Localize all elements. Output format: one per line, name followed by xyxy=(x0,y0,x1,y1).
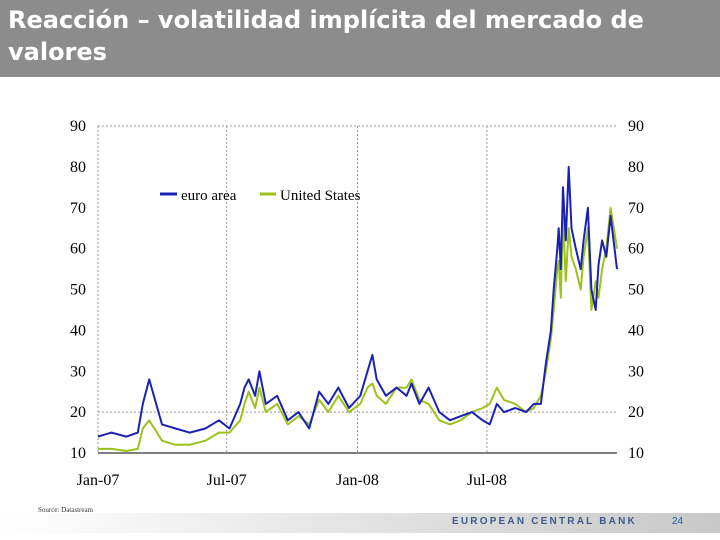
y-tick-label-right: 30 xyxy=(628,363,644,380)
y-tick-label-left: 40 xyxy=(70,322,86,339)
y-tick-label-left: 20 xyxy=(70,404,86,421)
ecb-logo-text: EUROPEAN CENTRAL BANK xyxy=(452,516,637,527)
y-tick-label-right: 20 xyxy=(628,404,644,421)
y-tick-label-right: 40 xyxy=(628,322,644,339)
series-line-euro-area xyxy=(97,165,618,438)
source-note: Source: Datastream xyxy=(38,506,94,514)
slide-title: Reacción – volatilidad implícita del mer… xyxy=(8,6,644,66)
y-tick-label-left: 90 xyxy=(70,118,86,135)
legend-label: United States xyxy=(280,188,361,204)
y-tick-label-right: 80 xyxy=(628,159,644,176)
x-tick-label: Jul-07 xyxy=(207,472,247,489)
series-line-united-states xyxy=(98,206,618,452)
y-tick-label-right: 60 xyxy=(628,241,644,258)
y-tick-label-right: 90 xyxy=(628,118,644,135)
y-tick-label-right: 70 xyxy=(628,200,644,217)
x-tick-label: Jan-07 xyxy=(77,472,120,489)
page-number: 24 xyxy=(672,516,684,527)
x-tick-label: Jan-08 xyxy=(336,472,379,489)
y-tick-label-right: 50 xyxy=(628,282,644,299)
y-tick-label-left: 10 xyxy=(70,445,86,462)
y-tick-label-left: 50 xyxy=(70,282,86,299)
y-tick-label-left: 60 xyxy=(70,241,86,258)
y-tick-label-left: 80 xyxy=(70,159,86,176)
title-bar: Reacción – volatilidad implícita del mer… xyxy=(0,0,720,77)
y-tick-label-left: 70 xyxy=(70,200,86,217)
y-tick-label-right: 10 xyxy=(628,445,644,462)
footer-bar xyxy=(0,513,720,533)
legend-label: euro area xyxy=(181,188,237,204)
x-tick-label: Jul-08 xyxy=(467,472,507,489)
y-tick-label-left: 30 xyxy=(70,363,86,380)
